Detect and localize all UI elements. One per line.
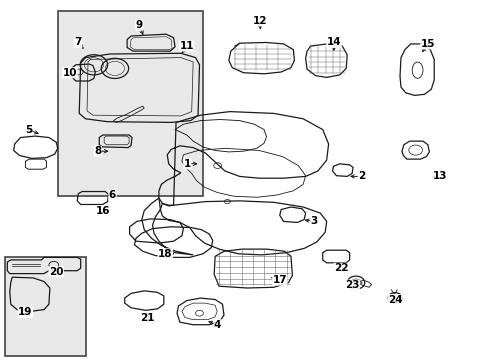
Text: 18: 18 [158, 249, 172, 259]
Text: 1: 1 [183, 159, 190, 169]
Text: 12: 12 [252, 16, 266, 26]
Text: 8: 8 [94, 146, 101, 156]
Text: 10: 10 [62, 68, 77, 78]
Text: 23: 23 [344, 280, 359, 290]
Text: 3: 3 [310, 216, 317, 226]
Text: 5: 5 [25, 125, 32, 135]
Text: 20: 20 [49, 267, 63, 277]
Text: 15: 15 [420, 39, 434, 49]
Text: 2: 2 [358, 171, 365, 181]
Text: 17: 17 [272, 275, 286, 285]
Text: 24: 24 [387, 294, 402, 305]
Text: 11: 11 [179, 41, 194, 51]
Text: 19: 19 [18, 307, 33, 318]
Text: 22: 22 [333, 263, 348, 273]
Text: 9: 9 [136, 20, 142, 30]
Text: 14: 14 [326, 37, 341, 48]
Text: 4: 4 [213, 320, 221, 330]
Text: 6: 6 [109, 190, 116, 200]
Text: 16: 16 [95, 206, 110, 216]
Bar [58, 11, 203, 196]
Text: 21: 21 [140, 312, 155, 323]
Text: 13: 13 [432, 171, 447, 181]
Text: 7: 7 [74, 37, 82, 48]
Bar [5, 257, 85, 356]
